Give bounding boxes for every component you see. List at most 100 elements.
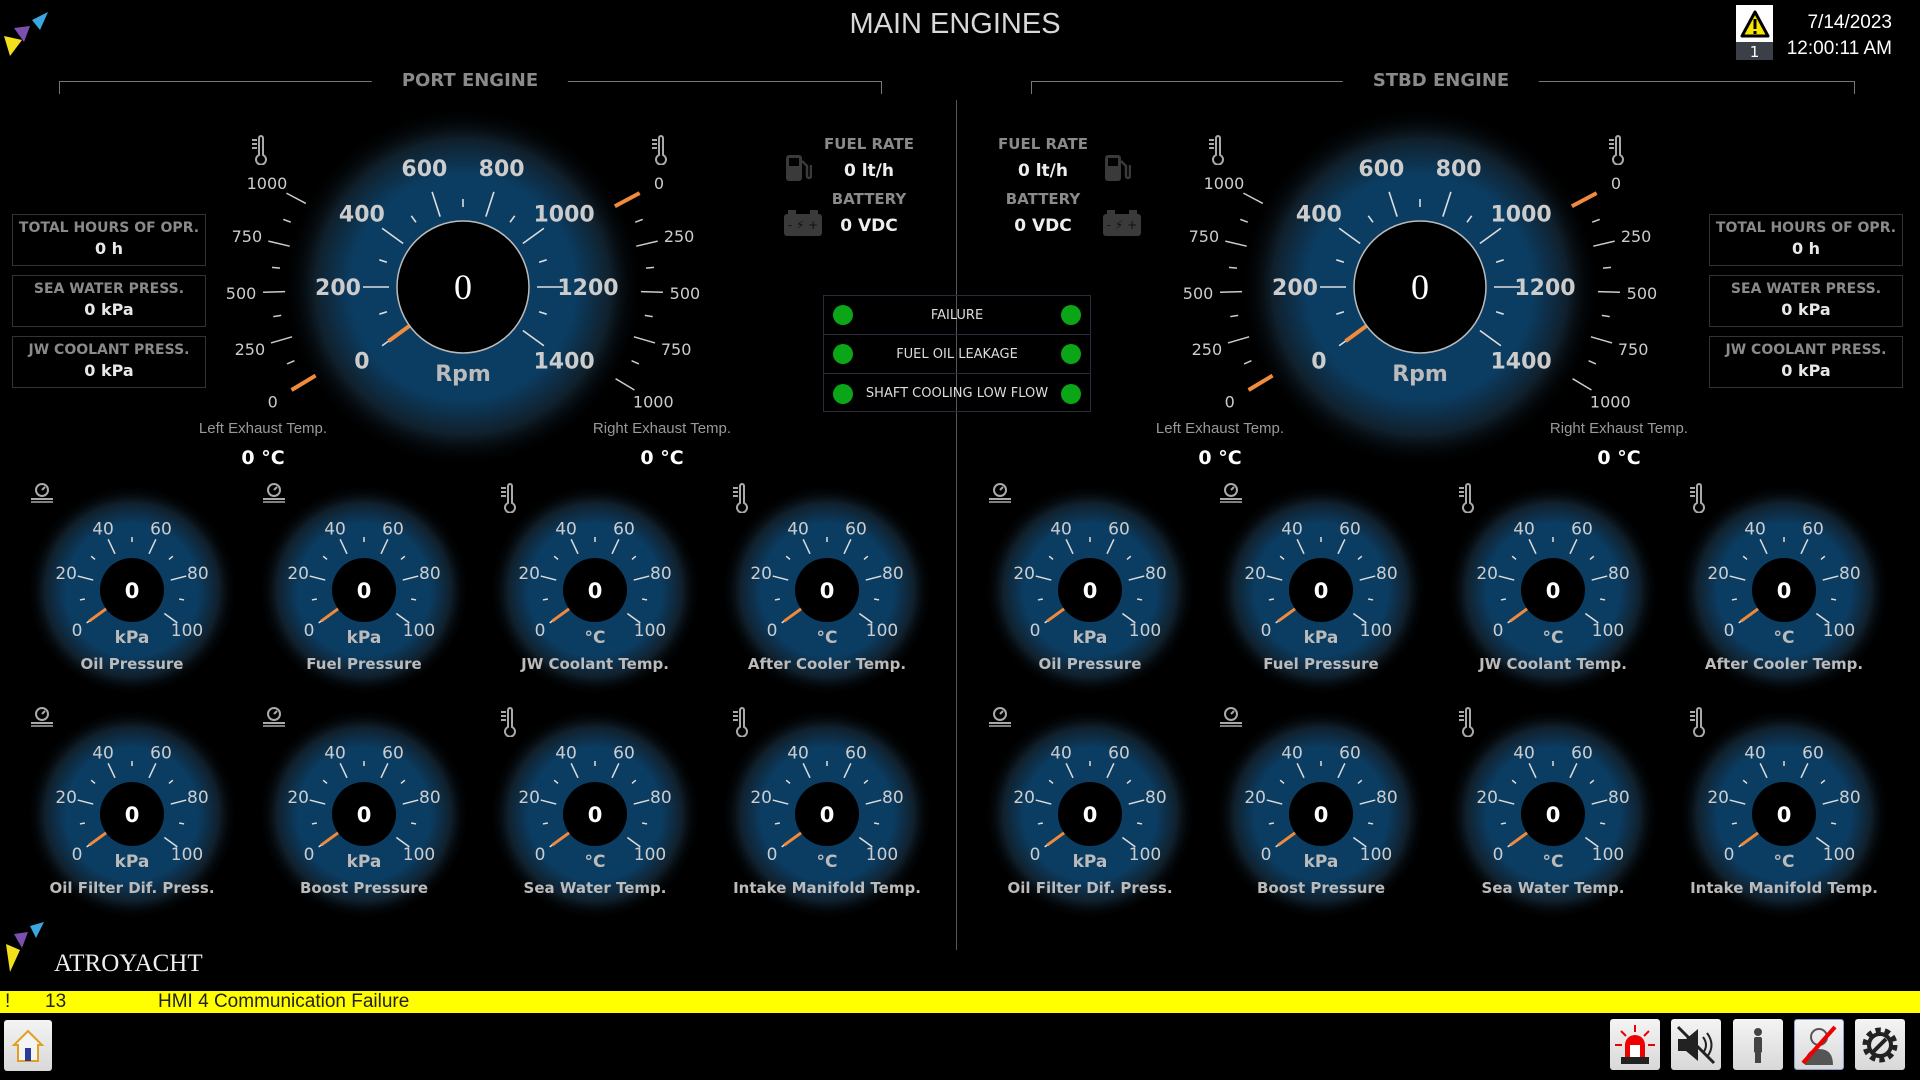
- exhaust-tick-label: 500: [1183, 284, 1214, 303]
- tick-label: 0: [1724, 621, 1735, 641]
- pressure-gauge-icon: [263, 707, 285, 727]
- gauge-name: Sea Water Temp.: [1482, 879, 1625, 897]
- gauge-value: 0: [588, 803, 603, 827]
- tick-label: 0: [1724, 845, 1735, 865]
- rpm-tick-label: 1200: [1514, 276, 1575, 301]
- exhaust-value: 0 °C: [241, 447, 285, 469]
- tick-label: 100: [1823, 621, 1855, 641]
- minor-tick: [1268, 598, 1274, 601]
- tick-label: 40: [1513, 743, 1535, 763]
- tick-label: 100: [171, 621, 203, 641]
- major-tick: [1266, 575, 1283, 581]
- rpm-tick-label: 800: [479, 157, 525, 182]
- logout-button[interactable]: [1794, 1019, 1844, 1070]
- info-value: 0 kPa: [84, 361, 134, 380]
- minor-tick: [168, 555, 174, 560]
- gauge-value: 0: [1083, 579, 1098, 603]
- major-tick: [1359, 799, 1376, 805]
- major-tick: [1296, 539, 1305, 555]
- brand-logo-icon: [6, 922, 44, 972]
- gauge-value: 0: [588, 579, 603, 603]
- minor-tick: [179, 822, 185, 825]
- tick-label: 20: [1707, 564, 1729, 584]
- tick-label: 20: [750, 788, 772, 808]
- svg-text:- ⚡ +: - ⚡ +: [1107, 218, 1137, 232]
- tick-label: 80: [650, 788, 672, 808]
- thermometer-icon: [1690, 707, 1705, 737]
- major-tick: [843, 763, 852, 779]
- gauge-sea-water-temp-: 0 20 40 60 80 100 0 °C Sea Water Temp.: [489, 708, 701, 920]
- gauge-oil-filter-dif-press-: 0 20 40 60 80 100 0 kPa Oil Filter Dif. Press.: [984, 708, 1196, 920]
- major-tick: [309, 799, 326, 805]
- exhaust-tick: [1590, 336, 1613, 344]
- rpm-major-tick: [522, 227, 545, 245]
- minor-tick: [863, 555, 869, 560]
- settings-button[interactable]: [1855, 1019, 1905, 1070]
- minor-tick: [542, 822, 548, 825]
- tick-label: 0: [767, 845, 778, 865]
- minor-tick: [400, 555, 406, 560]
- minor-tick: [553, 779, 559, 784]
- exhaust-tick: [1591, 218, 1600, 223]
- rpm-tick-label: 400: [339, 203, 385, 228]
- battery-label: BATTERY: [831, 190, 907, 208]
- tick-label: 0: [1030, 621, 1041, 641]
- tick-label: 60: [613, 743, 635, 763]
- gauge-center: [332, 782, 396, 846]
- home-button[interactable]: [4, 1020, 52, 1071]
- gear-wrench-icon: [1862, 1027, 1898, 1062]
- major-tick: [1106, 539, 1115, 555]
- gauge-intake-manifold-temp-: 0 20 40 60 80 100 0 °C Intake Manifold Temp.: [721, 708, 933, 920]
- major-tick: [1759, 539, 1768, 555]
- major-tick: [1822, 575, 1839, 581]
- minor-tick: [1742, 555, 1748, 560]
- gauge-unit: kPa: [115, 628, 150, 648]
- tick-label: 80: [1145, 564, 1167, 584]
- mute-button[interactable]: [1671, 1019, 1721, 1070]
- minor-tick: [1037, 598, 1043, 601]
- tick-label: 20: [1013, 788, 1035, 808]
- needle: [88, 831, 107, 847]
- rpm-major-tick: [381, 227, 404, 245]
- tick-label: 80: [882, 564, 904, 584]
- active-alarms-button[interactable]: 1: [1736, 5, 1773, 61]
- stbd-status-led: [1060, 383, 1081, 404]
- tick-label: 40: [1281, 519, 1303, 539]
- gauge-center: [1752, 558, 1816, 622]
- major-tick: [1337, 539, 1346, 555]
- gauge-unit: kPa: [1304, 852, 1339, 872]
- gauge-sea-water-temp-: 0 20 40 60 80 100 0 °C Sea Water Temp.: [1447, 708, 1659, 920]
- exhaust-tick-label: 250: [664, 227, 695, 246]
- gauge-after-cooler-temp-: 0 20 40 60 80 100 0 °C After Cooler Temp.: [721, 484, 933, 696]
- exhaust-tick: [273, 314, 282, 318]
- rpm-tick-label: 200: [315, 276, 361, 301]
- minor-tick: [1126, 555, 1132, 560]
- major-tick: [395, 836, 410, 848]
- gauge-unit: °C: [585, 628, 606, 648]
- alarm-beacon-button[interactable]: [1610, 1019, 1660, 1070]
- rpm-minor-tick: [379, 310, 388, 315]
- user-button[interactable]: [1733, 1019, 1783, 1070]
- info-label: JW COOLANT PRESS.: [1725, 342, 1887, 358]
- minor-tick: [1600, 822, 1606, 825]
- rpm-minor-tick: [1336, 310, 1345, 315]
- needle: [88, 607, 107, 623]
- minor-tick: [322, 779, 328, 784]
- exhaust-tick-label: 500: [226, 284, 257, 303]
- alarm-banner[interactable]: ! 13 HMI 4 Communication Failure: [0, 991, 1920, 1013]
- major-tick: [148, 539, 157, 555]
- gauge-center: [1521, 558, 1585, 622]
- gauge-fuel-pressure: 0 20 40 60 80 100 0 kPa Fuel Pressure: [258, 484, 470, 696]
- major-tick: [1569, 539, 1578, 555]
- tick-label: 80: [1145, 788, 1167, 808]
- tick-label: 40: [787, 743, 809, 763]
- major-tick: [1800, 539, 1809, 555]
- rpm-unit: Rpm: [1392, 362, 1448, 387]
- exhaust-tick-label: 0: [1611, 174, 1621, 193]
- major-tick: [339, 763, 348, 779]
- info-box: SEA WATER PRESS. 0 kPa: [1709, 275, 1903, 327]
- exhaust-tick: [1230, 314, 1239, 318]
- gauge-boost-pressure: 0 20 40 60 80 100 0 kPa Boost Pressure: [258, 708, 470, 920]
- minor-tick: [1279, 779, 1285, 784]
- info-label: SEA WATER PRESS.: [1730, 281, 1882, 297]
